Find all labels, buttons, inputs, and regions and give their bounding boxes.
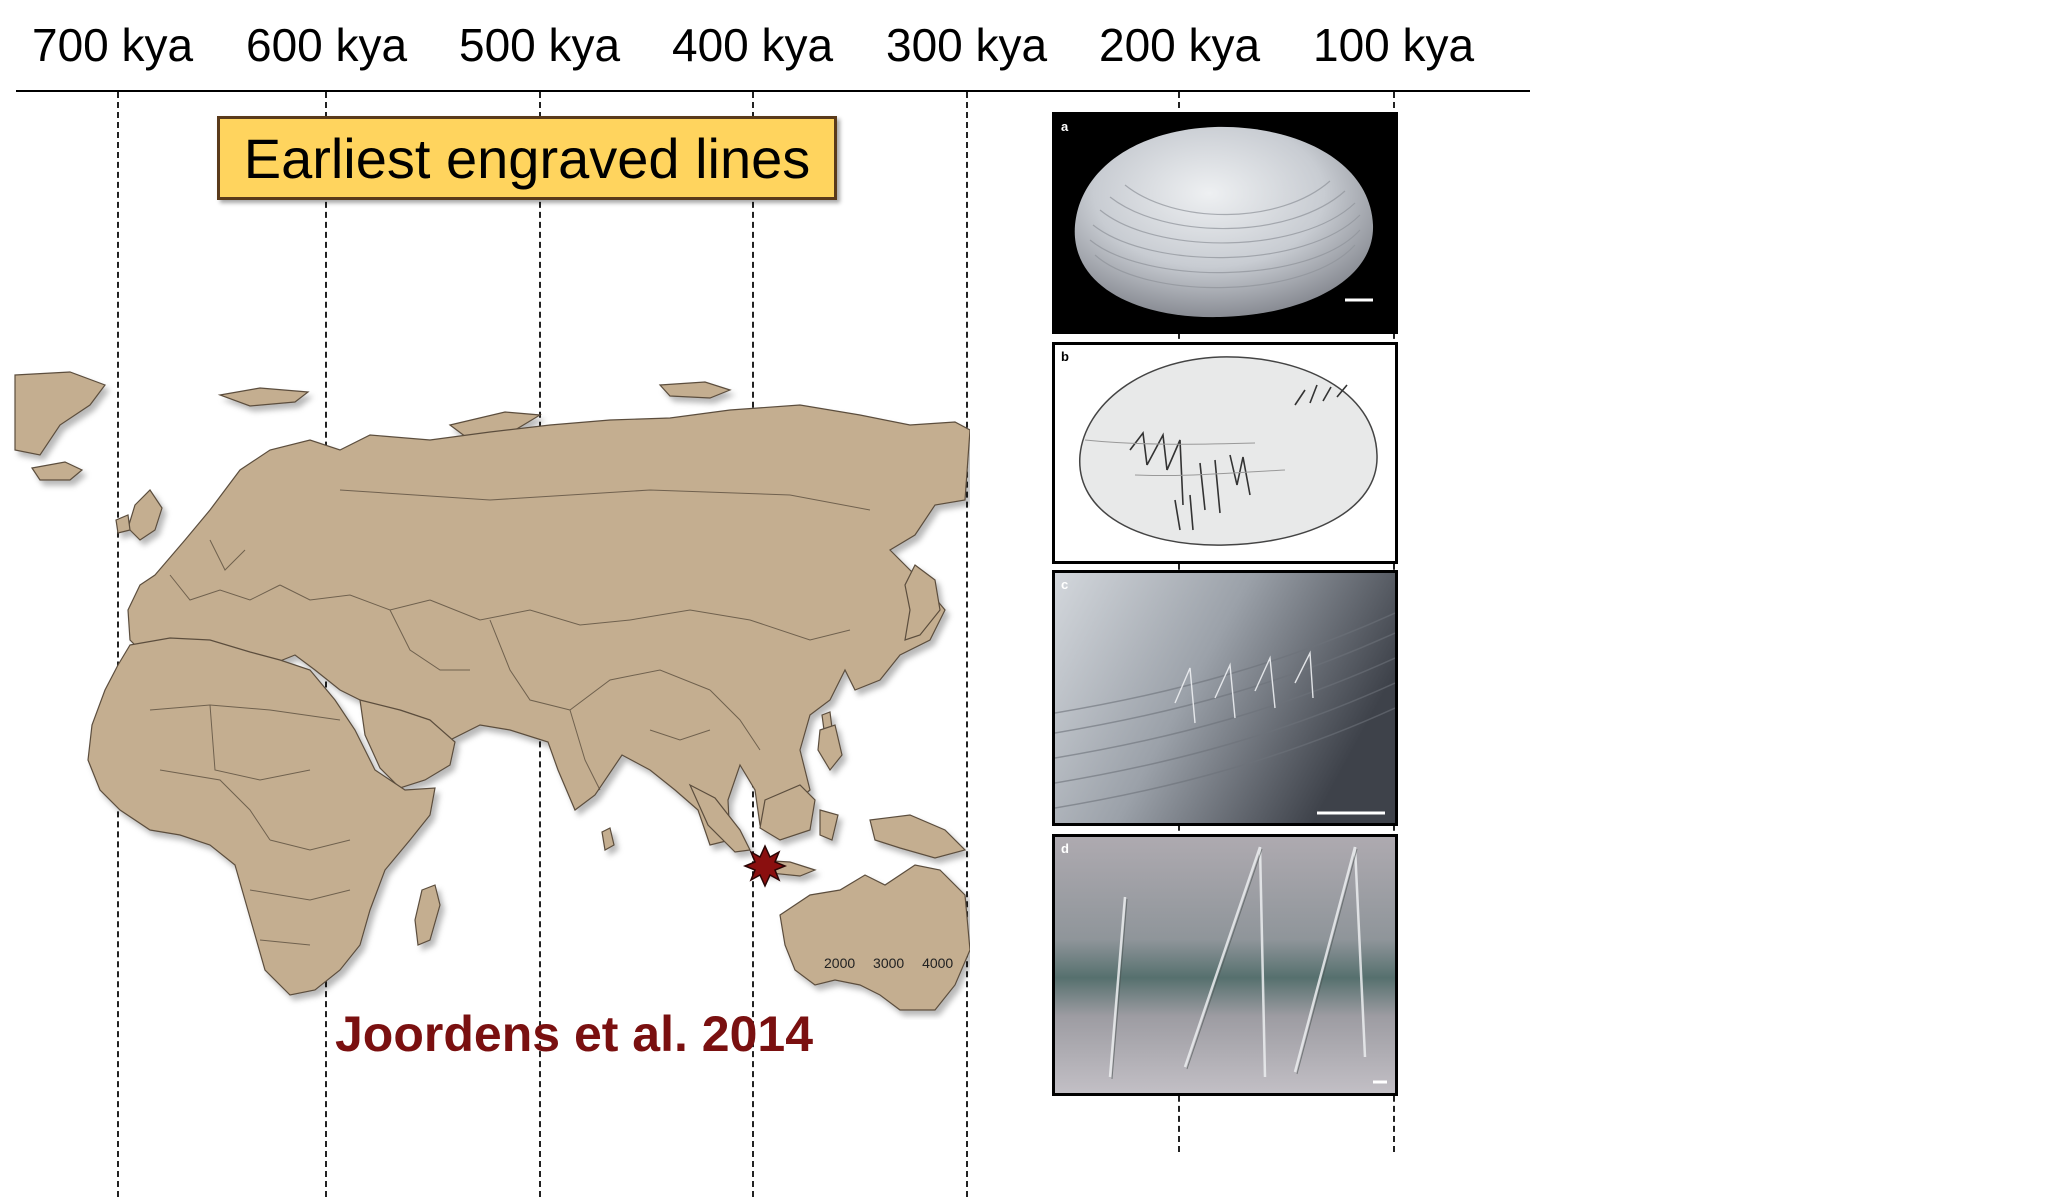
- japan-shape: [904, 564, 941, 641]
- new-guinea-shape: [869, 814, 967, 859]
- panel-b-letter: b: [1061, 349, 1069, 364]
- panel-a-shell-photo: a: [1052, 112, 1398, 334]
- tick-label-100: 100 kya: [1313, 19, 1475, 71]
- title-box: Earliest engraved lines: [217, 116, 837, 200]
- madagascar-shape: [414, 884, 441, 946]
- title-text: Earliest engraved lines: [243, 126, 811, 190]
- panel-c-closeup: c: [1052, 570, 1398, 826]
- british-isles-shape: [127, 489, 163, 541]
- tick-label-600: 600 kya: [246, 19, 408, 71]
- panel-d-letter: d: [1061, 841, 1069, 856]
- tick-label-400: 400 kya: [672, 19, 834, 71]
- tick-label-500: 500 kya: [459, 19, 621, 71]
- africa-shape: [87, 637, 436, 996]
- sumatra-shape: [688, 783, 751, 853]
- australia-shape: [779, 864, 970, 1011]
- site-star-icon: [742, 844, 788, 888]
- tick-label-300: 300 kya: [886, 19, 1048, 71]
- panel-c-letter: c: [1061, 577, 1069, 592]
- panel-d-detail: d: [1052, 834, 1398, 1096]
- timeline-axis: [16, 90, 1530, 92]
- tick-label-700: 700 kya: [32, 19, 194, 71]
- panel-b-drawing: b: [1052, 342, 1398, 564]
- borneo-shape: [759, 784, 816, 841]
- iceland-shape: [30, 461, 84, 481]
- world-map: [14, 371, 970, 1011]
- greenland-shape: [14, 371, 106, 456]
- panel-a-letter: a: [1061, 119, 1069, 134]
- citation-text: Joordens et al. 2014: [335, 1006, 814, 1062]
- map-scale-numbers: 2000 3000 4000: [824, 955, 954, 971]
- tick-label-200: 200 kya: [1099, 19, 1261, 71]
- guide-300: [966, 92, 968, 1197]
- arabia-shape: [359, 699, 456, 789]
- guide-700: [117, 92, 119, 1197]
